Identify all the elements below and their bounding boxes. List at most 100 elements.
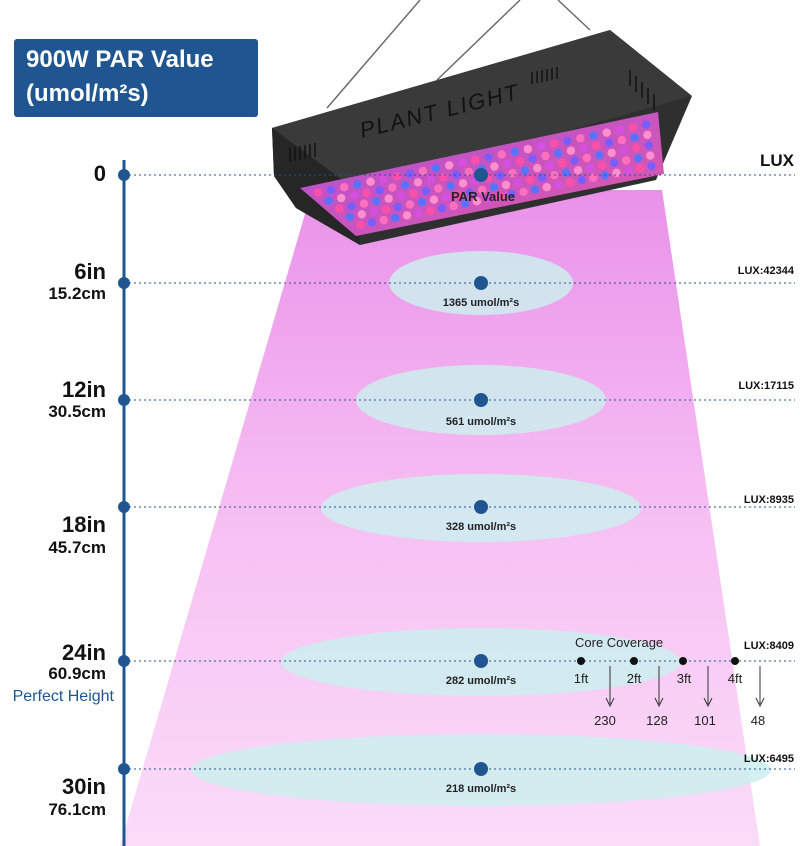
par-value-label: PAR Value [450, 189, 516, 204]
center-marker-0 [474, 168, 488, 182]
coverage-value-3ft: 101 [694, 713, 716, 728]
title-box: 900W PAR Value (umol/m²s) [14, 39, 258, 117]
led-dot [472, 197, 482, 206]
led-dot [609, 158, 619, 168]
led-dot [405, 169, 414, 178]
axis-marker-0 [118, 169, 130, 181]
led-dot [464, 167, 474, 176]
led-dot [490, 162, 499, 171]
led-dot [634, 153, 643, 163]
led-dot [525, 175, 535, 185]
lux-value-18in: LUX:8935 [743, 494, 794, 506]
led-dot [528, 154, 537, 163]
led-dot [592, 141, 601, 150]
led-dot [400, 180, 410, 190]
led-dot [628, 123, 638, 132]
led-dot [566, 146, 576, 155]
distance-18in: 18in [61, 512, 106, 537]
led-dot [426, 175, 435, 184]
center-marker-18in [474, 500, 488, 514]
coverage-label-3ft: 3ft [676, 671, 692, 686]
led-dot [617, 136, 627, 145]
led-dot [602, 128, 611, 137]
led-dot [545, 161, 554, 170]
led-dot [431, 163, 441, 173]
led-dot [597, 161, 607, 170]
led-dot [367, 218, 377, 227]
par-value-12in: 561 umol/m²s [445, 416, 517, 428]
led-dot [418, 166, 428, 176]
led-dot [391, 213, 400, 222]
coverage-dot-1ft [577, 657, 585, 665]
axis-marker-6in [118, 277, 130, 289]
led-dot [624, 166, 633, 175]
coverage-dot-3ft [679, 657, 687, 665]
led-dot [635, 164, 645, 173]
led-dot [477, 185, 487, 195]
center-marker-24in [474, 654, 488, 668]
axis-markers [118, 169, 130, 775]
distance-12in: 12in [61, 377, 106, 402]
axis-marker-12in [118, 394, 130, 406]
led-dot [565, 178, 575, 187]
led-dot [508, 169, 517, 178]
led-dot [557, 158, 567, 168]
led-dot [605, 138, 614, 147]
led-dot [471, 155, 480, 165]
led-dot [542, 183, 551, 192]
led-dot [458, 179, 468, 188]
led-dot [349, 191, 359, 200]
led-dot [643, 130, 652, 140]
led-dot [561, 168, 571, 177]
core-coverage-markers [577, 657, 765, 708]
led-dot [582, 153, 592, 163]
led-dot [536, 142, 546, 151]
perfect-height-label: Perfect Height [12, 688, 114, 705]
coverage-dot-2ft [630, 657, 638, 665]
coverage-value-4ft: 48 [750, 713, 766, 728]
hanging-wires [326, 0, 591, 109]
led-dot [646, 151, 655, 160]
led-dot [426, 206, 435, 215]
par-value-18in: 328 umol/m²s [445, 521, 517, 533]
led-dot [577, 175, 586, 185]
led-dot [345, 212, 354, 221]
led-dot [553, 149, 563, 158]
led-dot [356, 220, 365, 229]
par-value-6in: 1365 umol/m²s [442, 297, 520, 309]
led-dot [429, 195, 439, 204]
led-dot [573, 166, 583, 175]
led-dot [502, 159, 512, 169]
led-dot [607, 148, 616, 158]
led-dot [510, 147, 519, 156]
led-dot [384, 194, 393, 203]
lux-value-12in: LUX:17115 [738, 380, 794, 392]
led-dot [515, 157, 525, 166]
coverage-value-2ft: 128 [646, 713, 668, 728]
center-marker-12in [474, 393, 488, 407]
led-dot [644, 141, 653, 150]
led-dot [585, 163, 595, 173]
led-dot [324, 196, 333, 205]
led-dot [353, 180, 362, 189]
par-value-30in: 218 umol/m²s [445, 783, 517, 795]
axis-marker-18in [118, 501, 130, 513]
led-dot [381, 205, 391, 214]
distance-30in-cm: 76.1cm [48, 800, 106, 819]
led-dot [313, 188, 323, 197]
led-dot [379, 215, 388, 225]
led-dot [396, 191, 406, 201]
led-dot [501, 180, 511, 190]
led-dot [434, 184, 443, 193]
led-dot [421, 186, 431, 196]
led-dot [372, 196, 381, 206]
led-dot [326, 185, 336, 195]
center-marker-6in [474, 276, 488, 290]
led-dot [413, 178, 423, 187]
led-dot [340, 183, 349, 192]
led-dot [563, 136, 572, 146]
led-dot [541, 151, 550, 161]
coverage-value-1ft: 230 [594, 713, 616, 728]
led-dot [379, 174, 388, 184]
led-dot [496, 171, 505, 180]
